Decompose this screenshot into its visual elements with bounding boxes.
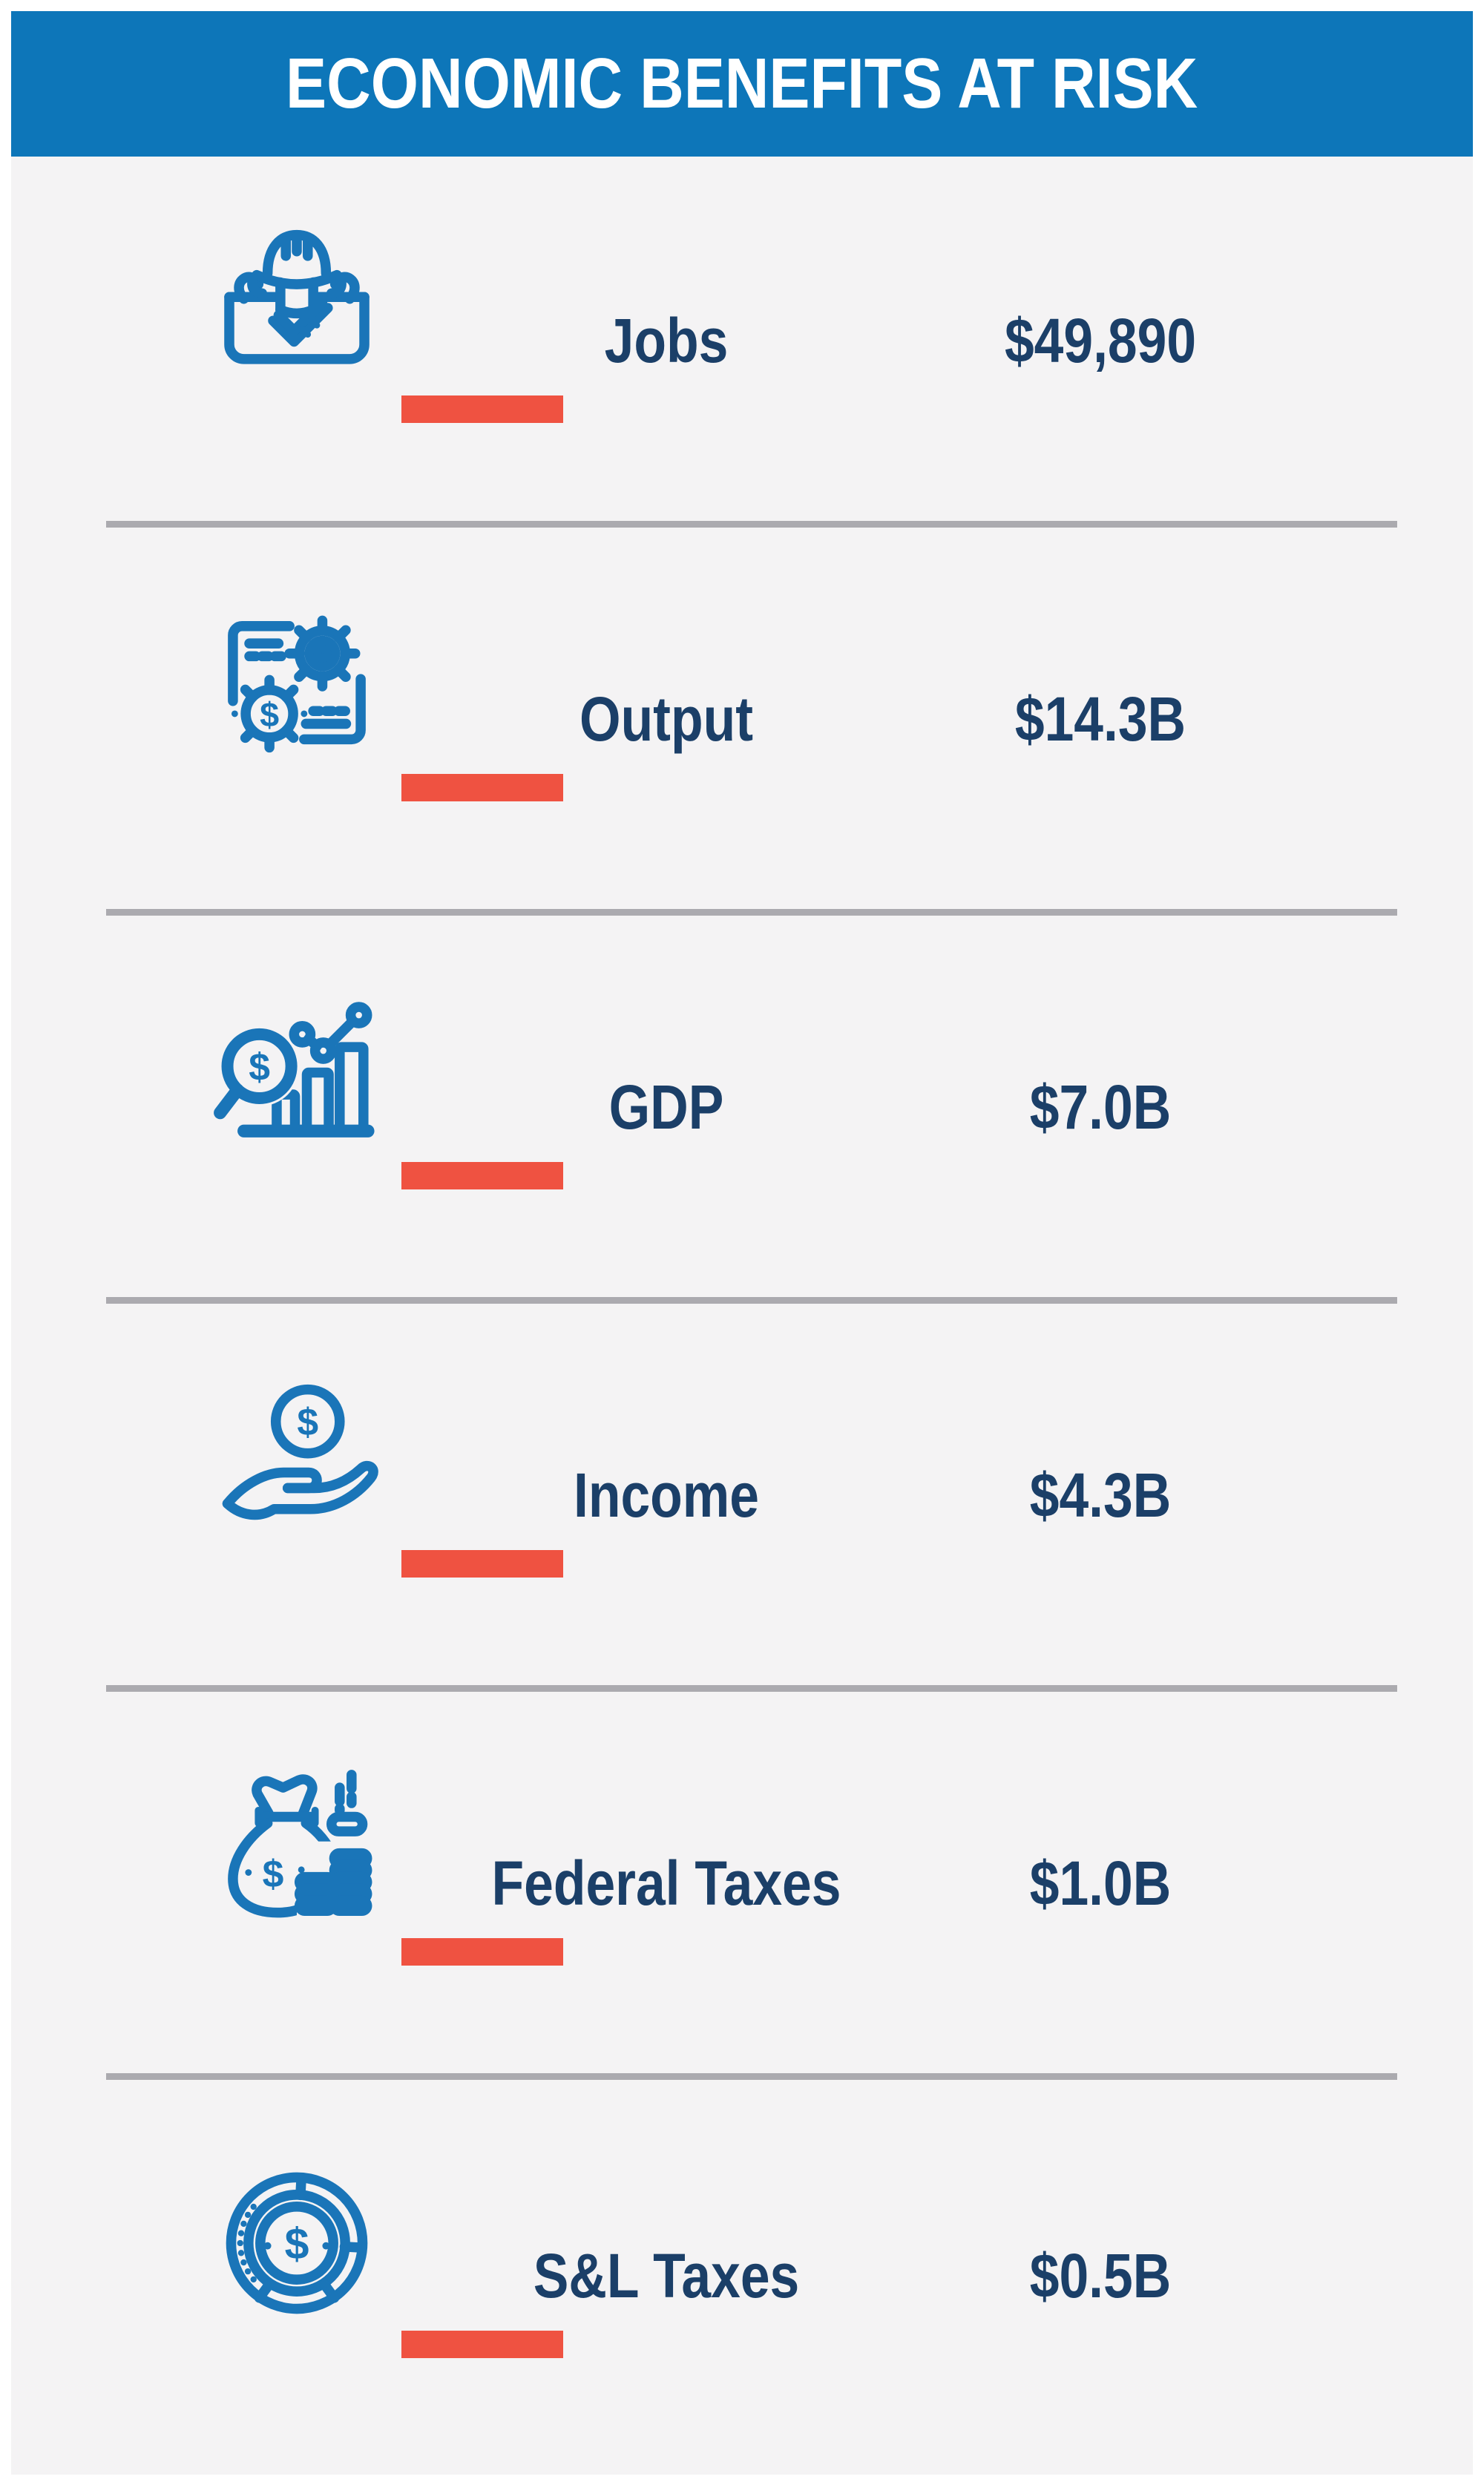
svg-text:$: $	[263, 1852, 284, 1895]
magnifier-bar-chart-icon: $	[206, 983, 388, 1166]
svg-text:$: $	[260, 695, 279, 734]
metric-label: Federal Taxes	[491, 1848, 841, 1918]
metric-label: Income	[574, 1460, 759, 1530]
metric-value: $0.5B	[1029, 2241, 1172, 2311]
metric-row: $ Federal Taxes $1.0B	[11, 1689, 1473, 2080]
red-underline-bar	[401, 773, 563, 801]
metric-row: Jobs $49,890	[11, 157, 1473, 528]
metric-value: $14.3B	[1014, 683, 1186, 754]
icon-stack	[206, 217, 563, 423]
metric-row: $ GDP $7.0B	[11, 913, 1473, 1304]
metric-label: Output	[580, 683, 753, 754]
svg-text:$: $	[285, 2219, 309, 2268]
hard-hat-toolbox-icon	[206, 217, 388, 399]
metric-value: $1.0B	[1029, 1848, 1172, 1918]
icon-stack: $	[206, 595, 563, 801]
document-gears-dollar-icon: $	[206, 595, 388, 778]
icon-stack: $	[206, 1371, 563, 1578]
svg-text:$: $	[249, 1045, 270, 1088]
metric-row: $ Income $4.3B	[11, 1301, 1473, 1692]
coin-donut-chart-icon: $	[206, 2152, 388, 2334]
red-underline-bar	[401, 1937, 563, 1966]
red-underline-bar	[401, 2331, 563, 2358]
row-divider	[106, 1685, 1397, 1692]
svg-text:$: $	[297, 1400, 318, 1443]
metrics-list: Jobs $49,890 $ Output $14.3B	[11, 157, 1473, 2475]
metric-row: $ Output $14.3B	[11, 525, 1473, 916]
row-divider	[106, 909, 1397, 916]
hand-dollar-coin-icon: $	[206, 1371, 388, 1554]
row-divider	[106, 521, 1397, 528]
red-underline-bar	[401, 1549, 563, 1578]
metric-value: $7.0B	[1029, 1071, 1172, 1142]
red-underline-bar	[401, 395, 563, 423]
page-title: ECONOMIC BENEFITS AT RISK	[286, 44, 1198, 123]
metric-label: Jobs	[604, 306, 729, 375]
red-underline-bar	[401, 1161, 563, 1189]
icon-stack: $	[206, 1759, 563, 1966]
row-divider	[106, 1297, 1397, 1304]
header-band: ECONOMIC BENEFITS AT RISK	[11, 11, 1473, 157]
icon-stack: $	[206, 2152, 563, 2358]
metric-label: GDP	[608, 1071, 724, 1142]
metric-value: $49,890	[1004, 306, 1197, 375]
metric-row: $ S&L Taxes $0.5B	[11, 2077, 1473, 2475]
row-divider	[106, 2073, 1397, 2080]
money-bag-coins-icon: $	[206, 1759, 388, 1942]
icon-stack: $	[206, 983, 563, 1189]
metric-value: $4.3B	[1029, 1460, 1172, 1530]
metric-label: S&L Taxes	[533, 2241, 800, 2311]
